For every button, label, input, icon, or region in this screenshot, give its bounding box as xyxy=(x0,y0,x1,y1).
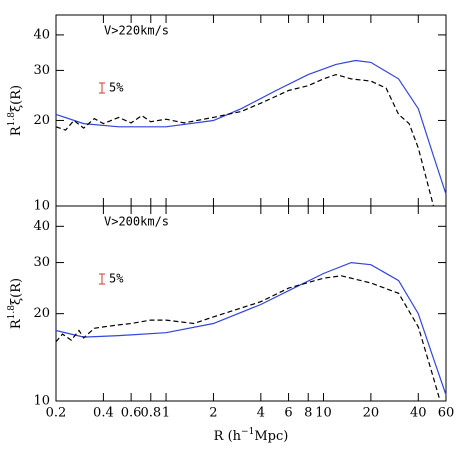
y-tick-label: 10 xyxy=(33,199,50,214)
errorbar-label: 5% xyxy=(109,272,124,286)
x-axis-label-part: Mpc) xyxy=(254,429,288,444)
plot-frame xyxy=(55,14,447,207)
x-tick-label: 0.2 xyxy=(46,406,67,421)
errorbar-glyph xyxy=(99,273,105,285)
y-axis-label-part: 1.8 xyxy=(7,112,17,127)
x-tick-label: 8 xyxy=(304,406,312,421)
y-tick-label: 30 xyxy=(33,255,50,270)
y-tick-label: 20 xyxy=(33,306,50,321)
x-tick-label: 60 xyxy=(438,406,455,421)
series-line xyxy=(55,73,435,207)
panel-label: V>220km/s xyxy=(104,24,169,38)
y-axis-label: R1.8ξ(R) xyxy=(7,85,24,136)
errorbar-label: 5% xyxy=(109,81,124,95)
y-tick-label: 10 xyxy=(33,394,50,409)
x-tick-label: 40 xyxy=(410,406,427,421)
x-tick-label: 10 xyxy=(315,406,332,421)
x-tick-label: 4 xyxy=(257,406,265,421)
x-tick-label: 20 xyxy=(363,406,380,421)
y-axis-label: R1.8ξ(R) xyxy=(7,278,24,329)
y-tick-label: 40 xyxy=(33,219,50,234)
x-tick-label: 1 xyxy=(162,406,170,421)
x-tick-label: 0.4 xyxy=(93,406,114,421)
x-tick-label: 6 xyxy=(284,406,292,421)
y-axis-label-part: R xyxy=(9,318,24,329)
y-axis-label-part: 1.8 xyxy=(7,305,17,320)
y-tick-label: 40 xyxy=(33,27,50,42)
errorbar-glyph xyxy=(99,82,105,94)
y-axis-label-part: ξ(R) xyxy=(9,85,24,112)
x-tick-label: 2 xyxy=(209,406,217,421)
y-axis-label-part: R xyxy=(9,125,24,136)
x-tick-label: 0.8 xyxy=(140,406,161,421)
y-axis-label-part: ξ(R) xyxy=(9,278,24,305)
series-line xyxy=(55,59,447,195)
x-axis-label: R (h−1Mpc) xyxy=(214,427,289,444)
x-axis-label-part: −1 xyxy=(241,427,254,437)
x-axis-label-part: R (h xyxy=(214,429,242,444)
y-tick-label: 30 xyxy=(33,63,50,78)
series-line xyxy=(55,261,447,396)
x-tick-label: 0.6 xyxy=(121,406,142,421)
plot-frame xyxy=(55,205,447,402)
y-tick-label: 20 xyxy=(33,113,50,128)
series-line xyxy=(55,275,441,402)
panel-label: V>200km/s xyxy=(104,215,169,229)
